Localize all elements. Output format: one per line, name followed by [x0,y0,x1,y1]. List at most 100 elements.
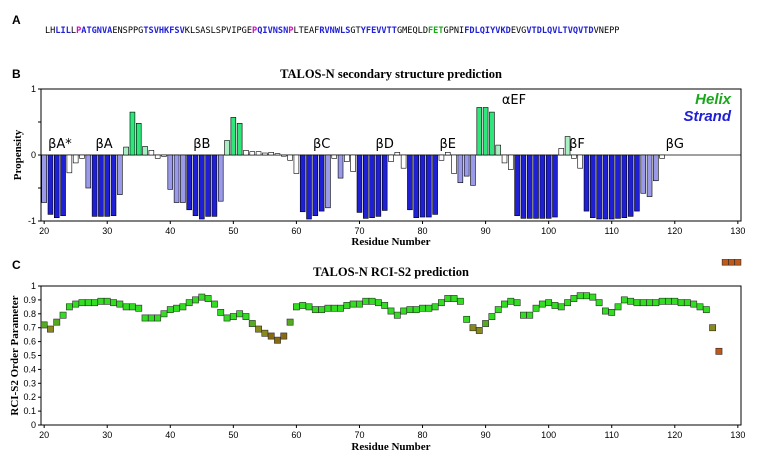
order-parameter-point [551,302,559,309]
order-parameter-point [438,299,445,307]
propensity-bar [369,154,375,219]
propensity-bar [135,123,142,156]
propensity-bar [205,154,211,217]
structure-label: βC [313,137,330,152]
order-parameter-point [482,320,489,327]
propensity-bar [243,150,249,156]
propensity-bar [489,111,495,156]
order-parameter-point [532,304,540,312]
chart-c-ylabel: RCI-S2 Order Parameter [9,295,21,415]
order-parameter-point [702,306,710,314]
propensity-bar [602,154,609,220]
order-parameter-point [538,300,546,308]
structure-label: βA* [48,137,72,152]
order-parameter-point [463,315,471,323]
propensity-bar [299,154,306,213]
y-tick-label-c: 0.4 [23,364,36,374]
propensity-bar [583,154,590,212]
propensity-bar [432,154,438,215]
order-parameter-point [734,259,742,266]
order-parameter-point [715,347,723,355]
order-parameter-point [564,299,571,307]
structure-label: βG [666,137,684,152]
propensity-bar [186,154,192,211]
sequence-segment: GMEQLD [396,26,428,36]
propensity-bar [495,144,501,156]
x-tick-label-c: 90 [481,430,491,440]
propensity-bar [653,154,659,182]
propensity-bar [463,154,470,177]
order-parameter-point [318,306,326,314]
order-parameter-point [305,303,313,311]
x-tick-label-c: 110 [605,430,619,440]
propensity-bar [615,154,621,219]
x-tick-label-b: 90 [481,226,491,236]
propensity-bar [337,154,344,179]
propensity-bar [407,154,413,211]
order-parameter-point [229,313,237,320]
propensity-bar [287,154,293,161]
sequence-segment: YFEVVTT [360,26,397,36]
propensity-bar [438,154,445,161]
order-parameter-point [255,325,262,333]
order-parameter-point [337,304,344,312]
order-parameter-point [589,293,597,301]
order-parameter-point [583,292,590,300]
order-parameter-point [311,306,319,314]
sequence-segment: VNEPP [593,26,620,36]
rci-s2-chart: TALOS-N RCI-S2 prediction 1 0.9 0.8 0.7 0.6 0.… [9,259,745,453]
order-parameter-point [721,259,729,266]
propensity-bar [331,154,338,159]
propensity-bar [72,154,79,164]
propensity-bar [79,154,85,159]
y-tick-label-c: 0.6 [23,337,36,347]
propensity-bar [325,154,331,209]
propensity-bar [621,154,628,219]
x-tick-label-b: 130 [730,226,745,236]
order-parameter-point [709,324,717,332]
order-parameter-point [444,295,452,302]
order-parameter-point [78,299,86,307]
order-parameter-point [652,299,660,307]
propensity-bar [451,154,457,174]
order-parameter-point [431,303,439,311]
x-tick-label-c: 70 [354,430,364,440]
order-parameter-point [122,303,130,311]
propensity-bar [199,154,205,220]
propensity-bar [293,154,300,174]
propensity-bar [413,154,419,219]
propensity-bar [249,151,256,156]
propensity-bar [508,154,514,170]
sequence-segment: VTDLQVLTVQVTD [526,26,594,36]
order-parameter-point [330,304,338,312]
sequence-segment: P [288,26,294,36]
propensity-bar [192,154,199,217]
y-tick-label-c: 0.8 [23,309,36,319]
order-parameter-point [343,302,351,309]
order-parameter-point [728,259,735,266]
chart-c-frame [40,285,742,426]
propensity-bar [640,154,647,194]
sequence-segment: LH [45,26,56,36]
order-parameter-point [204,295,212,302]
propensity-bar [180,154,186,203]
x-tick-label-c: 20 [39,430,49,440]
sequence-segment: FDLQIYVKD [464,26,511,36]
order-parameter-point [65,303,73,311]
propensity-bar [501,154,508,164]
order-parameter-point [160,310,168,318]
order-parameter-point [627,297,635,305]
order-parameter-point [198,293,206,301]
x-tick-label-b: 60 [291,226,301,236]
order-parameter-point [267,332,275,340]
order-parameter-point [293,303,300,311]
propensity-bar [129,111,136,156]
order-parameter-point [690,300,698,308]
x-tick-label-c: 60 [291,430,301,440]
propensity-bar [236,123,243,156]
sequence-segment: P [252,26,258,36]
x-tick-label-c: 40 [165,430,175,440]
order-parameter-point [211,300,218,308]
y-tick-label-c: 1 [31,281,36,291]
y-tick-label-b: 1 [31,84,36,94]
